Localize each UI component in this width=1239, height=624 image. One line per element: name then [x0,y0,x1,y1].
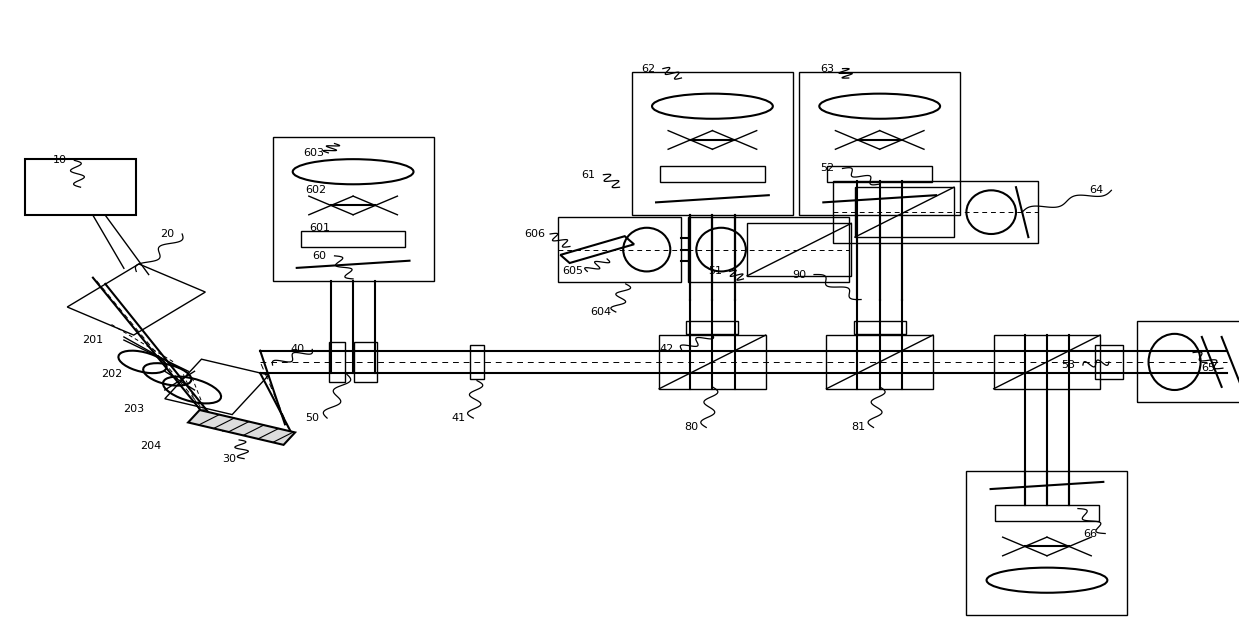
Bar [301,232,405,247]
Text: 41: 41 [451,413,466,423]
Bar [855,187,954,237]
Bar [826,335,933,389]
Bar [659,335,766,389]
Bar [747,223,851,276]
Bar [966,471,1127,615]
Text: 63: 63 [820,64,835,74]
Text: 606: 606 [525,229,545,239]
Bar [632,72,793,215]
Text: 30: 30 [222,454,237,464]
Text: 80: 80 [684,422,699,432]
Text: 603: 603 [304,148,323,158]
Text: 66: 66 [1083,529,1098,539]
Text: 64: 64 [1089,185,1104,195]
Bar [558,217,681,282]
Bar [828,166,932,182]
Text: 62: 62 [641,64,655,74]
Text: 90: 90 [792,270,807,280]
Bar [1137,321,1239,402]
Bar [25,159,136,215]
Text: 51: 51 [707,266,722,276]
Text: 605: 605 [563,266,582,276]
Bar [328,342,344,382]
Bar [660,166,764,182]
Text: 203: 203 [123,404,145,414]
Bar [994,335,1100,389]
Text: 604: 604 [590,307,612,317]
Text: 60: 60 [312,251,327,261]
Bar [273,137,434,281]
Text: 81: 81 [851,422,866,432]
Bar [686,321,738,334]
Bar [470,344,484,379]
Text: 204: 204 [140,441,162,451]
Text: 10: 10 [52,155,67,165]
Bar [1095,344,1123,379]
Text: 65: 65 [1201,363,1215,373]
Text: 42: 42 [659,344,674,354]
Text: 61: 61 [581,170,596,180]
Text: 50: 50 [305,413,320,423]
Text: 52: 52 [820,163,835,173]
Text: 601: 601 [310,223,330,233]
Bar [688,217,849,282]
Bar [799,72,960,215]
Text: 602: 602 [305,185,327,195]
Text: 201: 201 [82,335,104,345]
Text: 202: 202 [100,369,123,379]
Text: 53: 53 [1061,360,1075,370]
Bar [995,505,1099,520]
Bar [833,181,1037,243]
Polygon shape [188,410,295,445]
Bar [854,321,906,334]
Bar [354,342,377,382]
Text: 20: 20 [160,229,175,239]
Text: 40: 40 [290,344,305,354]
